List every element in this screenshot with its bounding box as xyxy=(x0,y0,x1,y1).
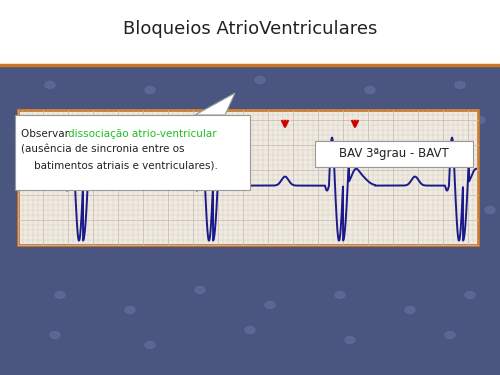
Ellipse shape xyxy=(25,211,35,219)
Ellipse shape xyxy=(405,306,415,314)
Ellipse shape xyxy=(365,201,375,208)
Ellipse shape xyxy=(210,117,220,123)
Text: BAV 3ªgrau - BAVT: BAV 3ªgrau - BAVT xyxy=(339,147,449,160)
Ellipse shape xyxy=(335,291,345,298)
Bar xyxy=(0,0,500,65)
Bar xyxy=(15,115,250,190)
Ellipse shape xyxy=(465,291,475,298)
Ellipse shape xyxy=(15,132,25,138)
Ellipse shape xyxy=(75,117,85,123)
Bar xyxy=(315,141,473,167)
Ellipse shape xyxy=(475,117,485,123)
Ellipse shape xyxy=(45,81,55,88)
Ellipse shape xyxy=(155,216,165,223)
Ellipse shape xyxy=(365,87,375,93)
Ellipse shape xyxy=(55,291,65,298)
Polygon shape xyxy=(195,93,235,115)
Ellipse shape xyxy=(245,327,255,333)
Bar xyxy=(0,65,500,375)
Ellipse shape xyxy=(225,201,235,208)
Ellipse shape xyxy=(275,132,285,138)
Ellipse shape xyxy=(265,302,275,309)
Ellipse shape xyxy=(410,132,420,138)
Bar xyxy=(18,110,478,245)
Text: batimentos atriais e ventriculares).: batimentos atriais e ventriculares). xyxy=(21,161,218,171)
Ellipse shape xyxy=(340,117,350,123)
Ellipse shape xyxy=(455,81,465,88)
Ellipse shape xyxy=(50,332,60,339)
Ellipse shape xyxy=(345,336,355,344)
Ellipse shape xyxy=(85,196,95,204)
Ellipse shape xyxy=(445,332,455,339)
Ellipse shape xyxy=(435,216,445,223)
Text: Bloqueios AtrioVentriculares: Bloqueios AtrioVentriculares xyxy=(123,20,377,38)
Ellipse shape xyxy=(295,216,305,223)
Ellipse shape xyxy=(145,342,155,348)
Ellipse shape xyxy=(195,286,205,294)
Text: (ausência de sincronia entre os: (ausência de sincronia entre os xyxy=(21,145,184,155)
Text: dissociação atrio-ventricular: dissociação atrio-ventricular xyxy=(68,129,216,139)
Text: Observar: Observar xyxy=(21,129,72,139)
Ellipse shape xyxy=(145,87,155,93)
Ellipse shape xyxy=(255,76,265,84)
Ellipse shape xyxy=(485,207,495,213)
Ellipse shape xyxy=(125,306,135,314)
Ellipse shape xyxy=(140,132,150,138)
